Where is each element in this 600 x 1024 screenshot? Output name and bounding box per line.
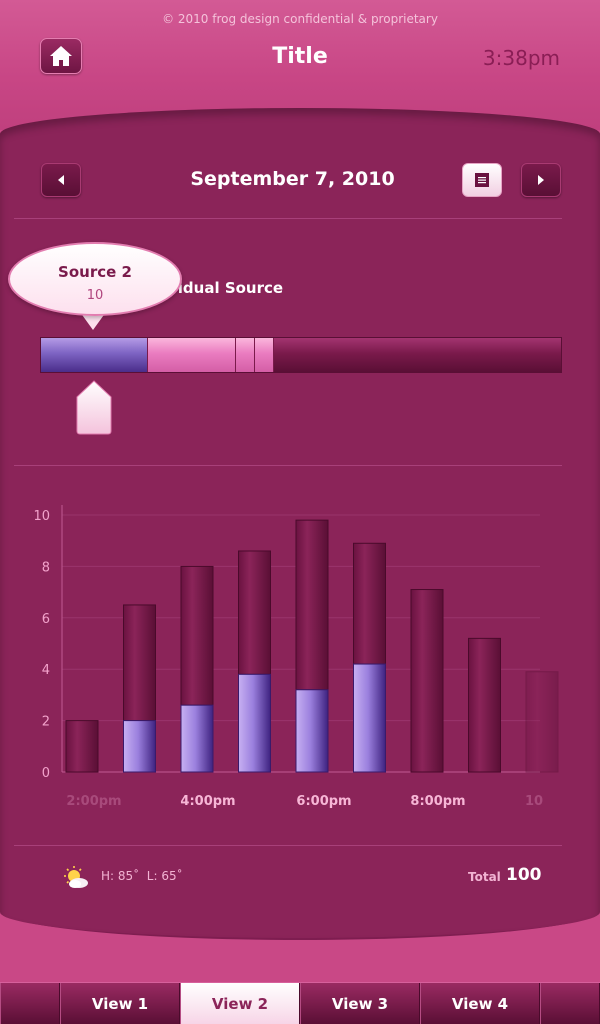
tab-view-3[interactable]: View 3 <box>300 983 420 1024</box>
chevron-right-icon <box>538 175 544 185</box>
bar-segment-bottom <box>238 673 271 773</box>
tooltip-title: Source 2 <box>58 263 132 281</box>
slider-handle[interactable] <box>76 380 112 435</box>
bar-segment-top <box>180 565 214 706</box>
bar-segment-top <box>295 519 329 691</box>
bar-segment-top <box>65 720 99 773</box>
x-tick-label: 8:00pm <box>410 794 465 809</box>
low-temp: L: 65˚ <box>146 869 183 883</box>
current-date: September 7, 2010 <box>190 168 395 190</box>
page-title: Title <box>272 44 328 69</box>
tab-view-1[interactable]: View 1 <box>60 983 180 1024</box>
tab-bar: View 1 View 2 View 3 View 4 <box>0 982 600 1024</box>
bar-segment-top <box>353 542 386 665</box>
y-tick-label: 0 <box>42 766 50 781</box>
source-segment[interactable] <box>41 338 148 372</box>
bar-segment-top <box>468 637 501 773</box>
y-tick-label: 6 <box>42 612 50 627</box>
bar-segment-bottom <box>180 704 214 773</box>
y-tick-label: 4 <box>42 663 50 678</box>
next-day-button[interactable] <box>521 163 561 197</box>
tab-spacer-left <box>0 983 60 1024</box>
bar-segment-bottom <box>295 689 329 773</box>
tab-spacer-right <box>540 983 600 1024</box>
partly-sunny-icon <box>64 866 88 888</box>
divider <box>14 218 562 219</box>
source-tooltip: Source 2 10 <box>8 242 182 316</box>
copyright-text: © 2010 frog design confidential & propri… <box>162 12 438 26</box>
x-tick-label: 6:00pm <box>296 794 351 809</box>
section-label: vidual Source <box>168 279 284 297</box>
home-icon <box>50 46 72 66</box>
list-view-button[interactable] <box>462 163 502 197</box>
y-tick-label: 2 <box>42 715 50 730</box>
source-stacked-bar[interactable] <box>40 337 562 373</box>
source-segment[interactable] <box>255 338 274 372</box>
bar-segment-top <box>123 604 156 722</box>
clock-time: 3:38pm <box>482 46 560 70</box>
total-value: 100 <box>506 865 542 885</box>
bar-segment-bottom <box>123 720 156 773</box>
bar-segment-bottom <box>353 663 386 773</box>
home-button[interactable] <box>40 38 82 74</box>
stacked-bar-chart: 0 2 4 6 8 10 2:00pm 4:00pm 6:00pm 8:00pm 10 <box>33 505 559 809</box>
source-segment[interactable] <box>274 338 561 372</box>
chevron-left-icon <box>58 175 64 185</box>
y-tick-label: 10 <box>33 509 50 524</box>
weather-temps: H: 85˚ L: 65˚ <box>101 869 183 883</box>
tab-view-2[interactable]: View 2 <box>180 983 300 1024</box>
list-icon <box>475 173 489 187</box>
x-tick-label: 4:00pm <box>180 794 235 809</box>
high-temp: H: 85˚ <box>101 869 140 883</box>
x-tick-label: 2:00pm <box>66 794 121 809</box>
tooltip-value: 10 <box>86 288 104 303</box>
bar-segment-top <box>525 671 559 773</box>
bar-segment-top <box>238 550 271 675</box>
total-label: Total <box>468 870 501 884</box>
tab-view-4[interactable]: View 4 <box>420 983 540 1024</box>
x-tick-label: 10 <box>525 794 543 809</box>
divider <box>14 845 562 846</box>
divider <box>14 465 562 466</box>
tooltip-tail <box>80 312 106 330</box>
y-tick-label: 8 <box>42 560 50 575</box>
source-segment[interactable] <box>236 338 255 372</box>
bar-segment-top <box>410 589 444 773</box>
previous-day-button[interactable] <box>41 163 81 197</box>
source-segment[interactable] <box>148 338 236 372</box>
